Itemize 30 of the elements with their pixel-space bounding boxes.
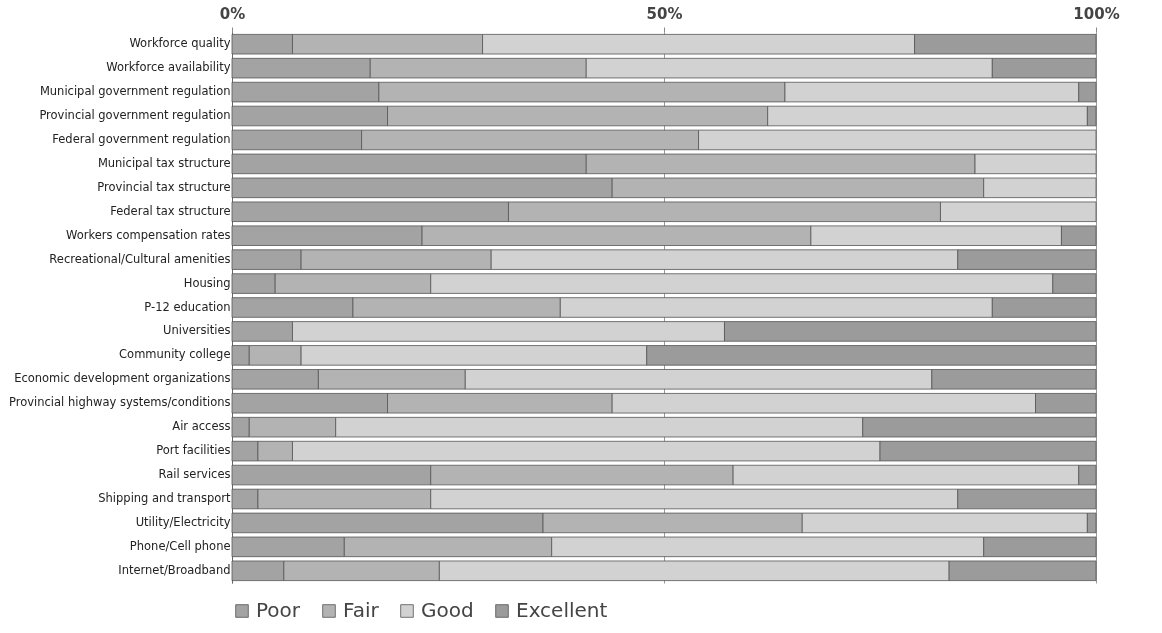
legend-label: Poor bbox=[256, 598, 301, 622]
y-tick-label: Internet/Broadband bbox=[118, 562, 231, 577]
x-tick-label: 50% bbox=[646, 4, 683, 23]
y-tick-label: Workforce quality bbox=[129, 36, 231, 51]
y-tick-label: Economic development organizations bbox=[14, 371, 231, 386]
y-tick-label: Phone/Cell phone bbox=[129, 538, 231, 553]
y-tick-label: Federal tax structure bbox=[110, 203, 231, 218]
x-tick-label: 100% bbox=[1073, 4, 1120, 23]
y-tick-label: Community college bbox=[119, 347, 231, 362]
y-tick-label: Housing bbox=[183, 275, 231, 290]
y-tick-label: Provincial government regulation bbox=[39, 108, 231, 123]
y-tick-label: Federal government regulation bbox=[52, 131, 231, 146]
legend-label: Good bbox=[421, 598, 474, 622]
y-tick-label: Air access bbox=[172, 419, 231, 434]
y-tick-label: Rail services bbox=[158, 467, 231, 482]
y-tick-label: Recreational/Cultural amenities bbox=[49, 251, 231, 266]
y-tick-label: Workers compensation rates bbox=[66, 227, 231, 242]
legend-label: Excellent bbox=[516, 598, 608, 622]
y-tick-label: Municipal government regulation bbox=[39, 84, 231, 99]
y-tick-label: Shipping and transport bbox=[98, 490, 231, 505]
y-tick-label: P-12 education bbox=[144, 299, 231, 314]
y-tick-label: Municipal tax structure bbox=[97, 155, 231, 170]
y-tick-label: Utility/Electricity bbox=[135, 514, 231, 529]
y-tick-label: Port facilities bbox=[156, 443, 231, 458]
legend-label: Fair bbox=[343, 598, 380, 622]
y-tick-label: Workforce availability bbox=[106, 60, 231, 75]
y-tick-label: Provincial highway systems/conditions bbox=[8, 395, 231, 410]
y-tick-label: Provincial tax structure bbox=[97, 179, 231, 194]
x-tick-label: 0% bbox=[219, 4, 246, 23]
y-tick-label: Universities bbox=[163, 323, 231, 338]
